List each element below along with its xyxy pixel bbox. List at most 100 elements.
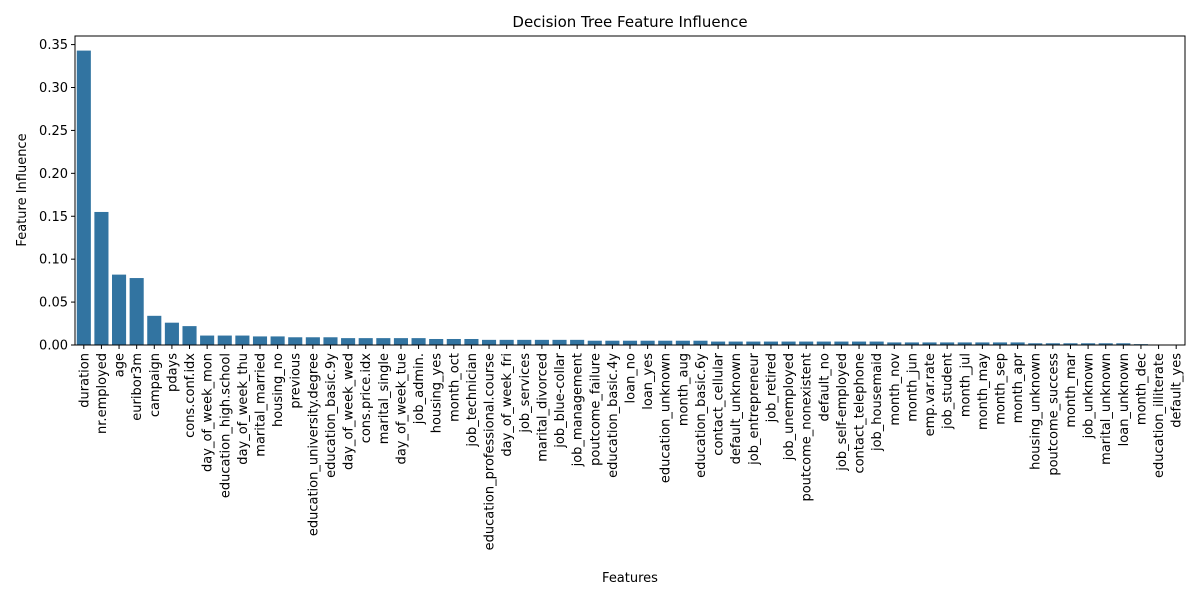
plot-frame bbox=[74, 35, 1186, 346]
x-tick-label: month_aug bbox=[676, 353, 691, 426]
x-tick-label: default_yes bbox=[1170, 353, 1185, 428]
x-tick-label: marital_divorced bbox=[535, 353, 550, 462]
bar-day_of_week_wed bbox=[341, 338, 356, 345]
bars-group bbox=[76, 50, 1184, 345]
chart-title: Decision Tree Feature Influence bbox=[512, 13, 747, 31]
y-ticks-group: 0.00 0.05 0.10 0.15 0.20 0.25 0.30 0.35 bbox=[39, 38, 75, 354]
bar-housing_unknown bbox=[1028, 343, 1043, 345]
x-tick-label: month_jun bbox=[905, 353, 920, 422]
y-tick-label: 0.30 bbox=[39, 81, 68, 96]
bar-job_admin. bbox=[411, 338, 426, 345]
bar-euribor3m bbox=[129, 278, 144, 345]
bar-month_apr bbox=[1010, 342, 1025, 345]
bar-contact_telephone bbox=[852, 341, 867, 345]
x-tick-label: education_unknown bbox=[659, 353, 674, 483]
bar-job_management bbox=[570, 339, 585, 345]
x-tick-label: job_admin. bbox=[412, 353, 427, 425]
x-tick-label: day_of_week_fri bbox=[500, 353, 515, 457]
bar-job_blue-collar bbox=[552, 339, 567, 345]
x-tick-label: campaign bbox=[148, 353, 163, 417]
bar-duration bbox=[76, 50, 91, 345]
bar-education_high.school bbox=[217, 335, 232, 345]
bar-poutcome_failure bbox=[587, 340, 602, 345]
y-tick-label: 0.25 bbox=[39, 124, 68, 139]
bar-job_unemployed bbox=[781, 341, 796, 345]
bar-day_of_week_thu bbox=[235, 335, 250, 345]
x-tick-label: education_basic.6y bbox=[694, 353, 709, 478]
x-tick-label: job_unemployed bbox=[782, 353, 797, 461]
x-tick-label: month_dec bbox=[1134, 353, 1149, 425]
x-tick-label: job_housemaid bbox=[870, 353, 885, 452]
x-tick-label: poutcome_nonexistent bbox=[800, 353, 815, 502]
bar-pdays bbox=[164, 322, 179, 345]
bar-month_aug bbox=[675, 340, 690, 345]
bar-month_oct bbox=[446, 338, 461, 345]
x-tick-label: marital_married bbox=[254, 353, 269, 457]
y-axis-label: Feature Influence bbox=[15, 133, 30, 246]
bar-month_jun bbox=[904, 342, 919, 345]
x-tick-label: month_oct bbox=[447, 353, 462, 422]
x-tick-label: contact_telephone bbox=[853, 353, 868, 474]
bar-job_entrepreneur bbox=[746, 341, 761, 345]
bar-education_basic.6y bbox=[693, 340, 708, 345]
bar-housing_no bbox=[270, 336, 285, 345]
bar-poutcome_nonexistent bbox=[799, 341, 814, 345]
bar-month_may bbox=[975, 342, 990, 345]
bar-education_unknown bbox=[658, 340, 673, 345]
x-tick-label: job_unknown bbox=[1082, 353, 1097, 439]
x-tick-label: month_nov bbox=[888, 353, 903, 426]
x-tick-label: poutcome_success bbox=[1046, 353, 1061, 476]
y-tick-label: 0.10 bbox=[39, 253, 68, 268]
x-tick-label: day_of_week_mon bbox=[201, 353, 216, 472]
bar-job_unknown bbox=[1081, 343, 1096, 345]
bar-month_jul bbox=[957, 342, 972, 345]
x-tick-label: month_sep bbox=[994, 353, 1009, 425]
x-tick-label: job_student bbox=[941, 353, 956, 430]
bar-education_basic.4y bbox=[605, 340, 620, 345]
bar-job_student bbox=[940, 342, 955, 345]
x-tick-label: cons.conf.idx bbox=[183, 353, 198, 438]
bar-age bbox=[112, 274, 127, 345]
bar-marital_single bbox=[376, 338, 391, 345]
x-tick-label: education_basic.4y bbox=[606, 353, 621, 478]
bar-job_technician bbox=[464, 338, 479, 345]
x-tick-label: pdays bbox=[165, 353, 180, 392]
bar-month_mar bbox=[1063, 343, 1078, 345]
x-tick-label: nr.employed bbox=[95, 353, 110, 434]
bar-cons.price.idx bbox=[358, 338, 373, 345]
bar-education_professional.course bbox=[482, 339, 497, 345]
x-tick-label: contact_cellular bbox=[712, 352, 727, 455]
x-tick-label: cons.price.idx bbox=[359, 353, 374, 444]
bar-loan_yes bbox=[640, 340, 655, 345]
bar-job_services bbox=[517, 339, 532, 345]
x-tick-label: housing_unknown bbox=[1029, 353, 1044, 470]
x-tick-label: education_illiterate bbox=[1152, 353, 1167, 478]
bar-marital_divorced bbox=[534, 339, 549, 345]
x-ticks-group: duration nr.employed age euribor3m campaign p… bbox=[77, 345, 1185, 550]
x-tick-label: job_self-employed bbox=[835, 353, 850, 472]
x-axis-label: Features bbox=[602, 571, 658, 586]
bar-job_housemaid bbox=[869, 341, 884, 345]
bar-loan_unknown bbox=[1116, 343, 1131, 345]
x-tick-label: education_university.degree bbox=[306, 353, 321, 536]
y-tick-label: 0.15 bbox=[39, 210, 68, 225]
bar-job_self-employed bbox=[834, 341, 849, 345]
bar-day_of_week_tue bbox=[393, 338, 408, 345]
x-tick-label: education_basic.9y bbox=[324, 353, 339, 478]
y-tick-label: 0.00 bbox=[39, 339, 68, 354]
bar-default_no bbox=[816, 341, 831, 345]
bar-month_nov bbox=[887, 342, 902, 345]
x-tick-label: age bbox=[113, 353, 128, 377]
x-tick-label: emp.var.rate bbox=[923, 353, 938, 436]
bar-housing_yes bbox=[429, 338, 444, 345]
x-tick-label: day_of_week_thu bbox=[236, 353, 251, 465]
bar-day_of_week_mon bbox=[200, 335, 215, 345]
bar-poutcome_success bbox=[1045, 343, 1060, 345]
bar-marital_unknown bbox=[1098, 343, 1113, 345]
bar-marital_married bbox=[252, 336, 268, 345]
bar-campaign bbox=[147, 315, 162, 345]
x-tick-label: loan_no bbox=[624, 353, 639, 404]
x-tick-label: month_jul bbox=[958, 353, 973, 417]
x-tick-label: duration bbox=[77, 353, 92, 408]
